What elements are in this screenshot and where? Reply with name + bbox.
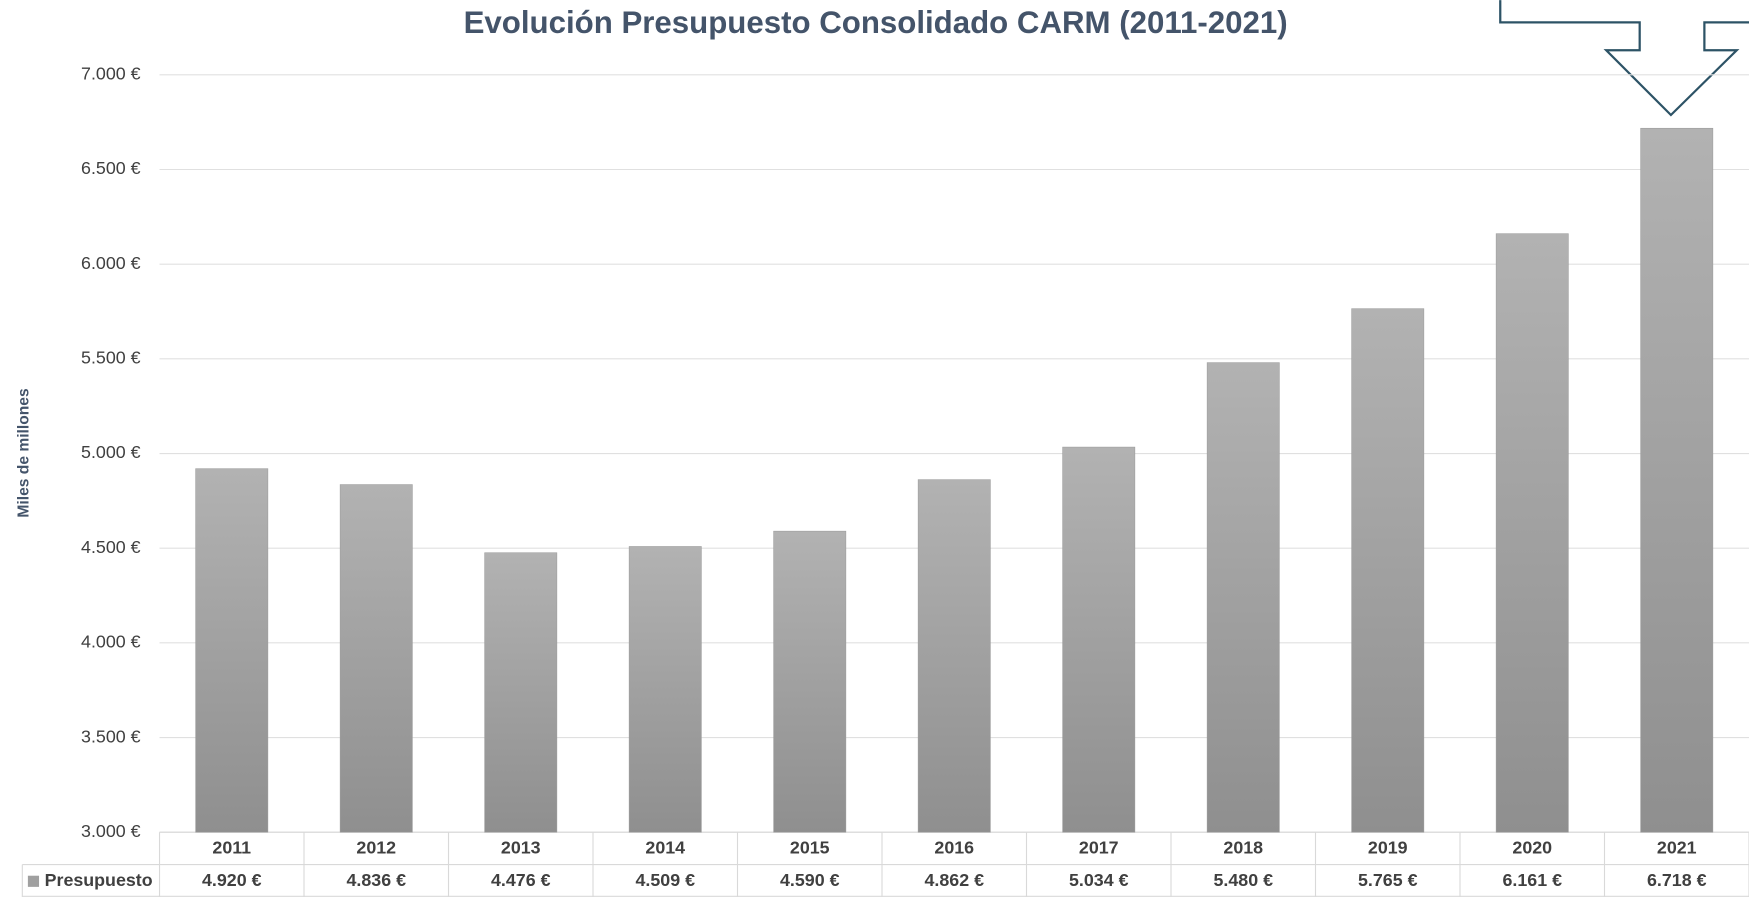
bar <box>1062 446 1136 833</box>
y-tick-label: 7.000 € <box>81 64 141 84</box>
bar <box>1640 127 1714 833</box>
x-tick-label: 2016 <box>934 838 974 858</box>
y-tick-label: 3.500 € <box>81 726 141 746</box>
bar <box>628 546 702 833</box>
y-tick-label: 6.000 € <box>81 253 141 273</box>
data-label: 4.509 € <box>636 870 696 890</box>
data-label: 6.161 € <box>1503 870 1563 890</box>
arrow-callout <box>1499 0 1749 117</box>
legend-swatch <box>27 875 40 887</box>
x-tick-label: 2017 <box>1079 838 1119 858</box>
y-tick-label: 3.000 € <box>81 821 141 841</box>
chart-title: Evolución Presupuesto Consolidado CARM (… <box>464 5 1288 40</box>
y-tick-label: 6.500 € <box>81 158 141 178</box>
x-tick-label: 2021 <box>1657 838 1697 858</box>
y-tick-label: 5.000 € <box>81 442 141 462</box>
x-tick-label: 2020 <box>1512 838 1552 858</box>
y-tick-label: 4.500 € <box>81 537 141 557</box>
x-tick-label: 2012 <box>356 838 396 858</box>
data-label: 6.718 € <box>1647 870 1707 890</box>
bar <box>484 552 558 833</box>
data-label: 4.590 € <box>780 870 840 890</box>
data-label: 5.765 € <box>1358 870 1418 890</box>
x-tick-label: 2019 <box>1368 838 1408 858</box>
x-tick-label: 2014 <box>645 838 685 858</box>
legend-label: Presupuesto <box>45 870 153 890</box>
bar <box>917 479 991 833</box>
x-tick-label: 2018 <box>1223 838 1263 858</box>
bar <box>1351 308 1425 833</box>
data-label: 5.034 € <box>1069 870 1129 890</box>
x-tick-label: 2011 <box>212 838 251 858</box>
bar <box>1206 362 1280 833</box>
bar <box>195 468 269 833</box>
bar <box>339 484 413 833</box>
data-label: 4.836 € <box>347 870 407 890</box>
x-tick-label: 2013 <box>501 838 541 858</box>
data-label: 4.920 € <box>202 870 262 890</box>
data-label: 4.862 € <box>925 870 985 890</box>
bar <box>1495 233 1569 833</box>
bar <box>773 530 847 833</box>
y-tick-label: 4.000 € <box>81 632 141 652</box>
data-label: 5.480 € <box>1214 870 1274 890</box>
y-axis-label: Miles de millones <box>16 388 33 518</box>
y-tick-label: 5.500 € <box>81 348 141 368</box>
data-label: 4.476 € <box>491 870 551 890</box>
x-tick-label: 2015 <box>790 838 830 858</box>
